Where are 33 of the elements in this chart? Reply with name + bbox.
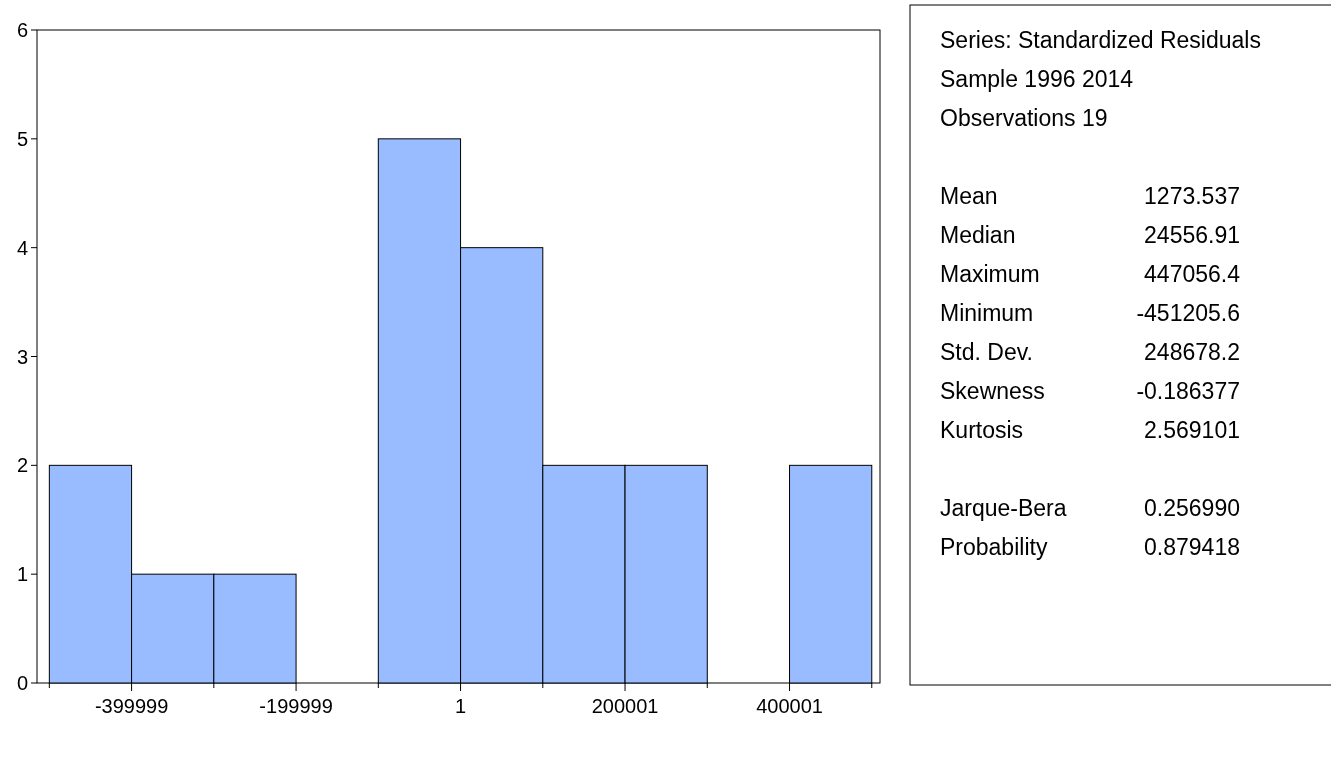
x-tick-label: 400001 [756, 695, 823, 717]
x-tick-label: 200001 [591, 695, 659, 717]
y-tick-label: 4 [16, 236, 28, 259]
x-tick-label: -399999 [94, 695, 169, 717]
text: 2.569101 [1144, 417, 1240, 443]
text: Median [940, 222, 1016, 248]
text: Probability [940, 534, 1048, 560]
text: 0.879418 [1144, 534, 1240, 560]
y-tick-label: 0 [16, 672, 28, 694]
text: 24556.91 [1144, 222, 1240, 248]
text: 447056.4 [1144, 261, 1241, 287]
text: Skewness [940, 378, 1045, 404]
text: Mean [940, 183, 998, 209]
text: 1273.537 [1144, 183, 1240, 209]
text: Jarque-Bera [940, 495, 1067, 521]
y-tick-label: 3 [16, 345, 28, 368]
x-tick-label: 1 [454, 695, 467, 717]
y-tick-label: 5 [16, 127, 28, 150]
text: 0.256990 [1144, 495, 1240, 521]
y-tick-label: 2 [16, 454, 28, 477]
text: -451205.6 [1136, 300, 1240, 326]
text: Maximum [940, 261, 1040, 287]
y-tick-label: 1 [16, 563, 28, 586]
text: 248678.2 [1144, 339, 1240, 365]
text: Observations 19 [940, 105, 1108, 131]
text: Kurtosis [940, 417, 1024, 443]
text: Sample 1996 2014 [940, 66, 1134, 92]
text: Series: Standardized Residuals [940, 27, 1261, 53]
text: -0.186377 [1136, 378, 1240, 404]
text: Std. Dev. [940, 339, 1033, 365]
x-tick-label: -199999 [259, 695, 333, 717]
y-tick-label: 6 [16, 19, 28, 41]
text: Minimum [940, 300, 1034, 326]
